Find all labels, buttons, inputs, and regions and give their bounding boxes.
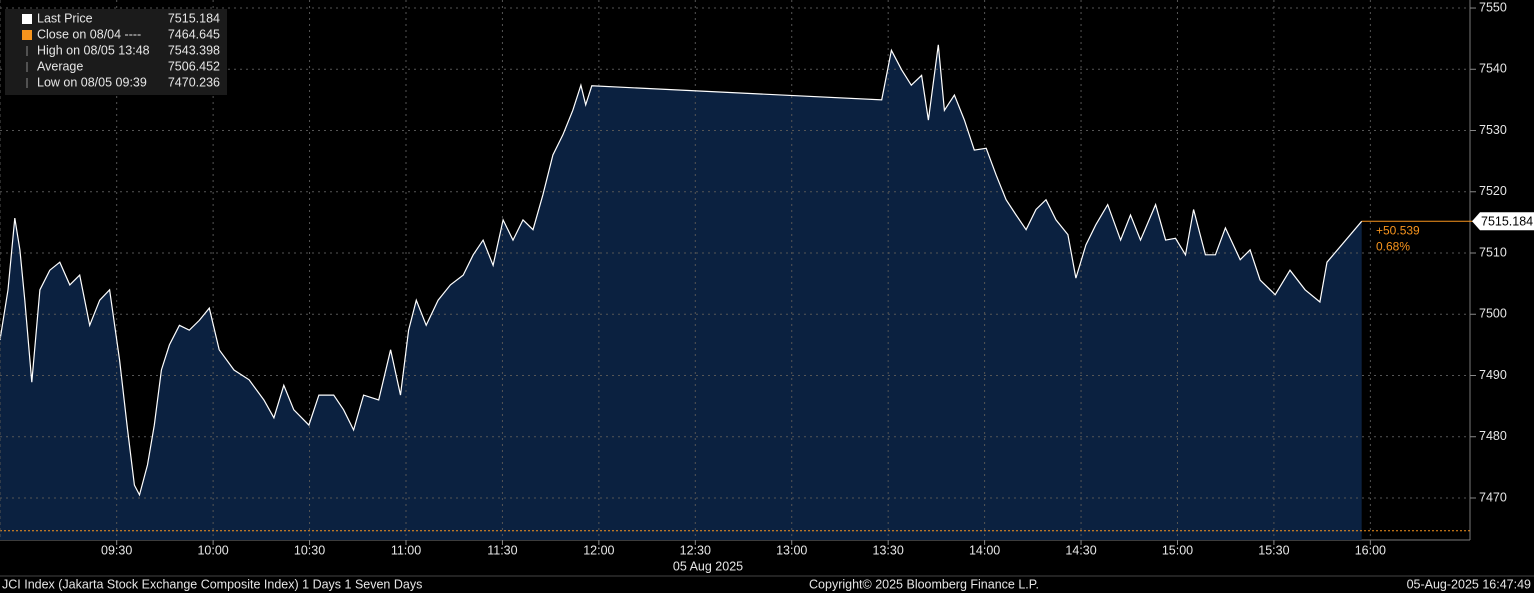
legend-label: Close on 08/04 ----: [37, 27, 141, 41]
x-tick-label: 14:30: [1065, 543, 1096, 557]
legend-swatch: [22, 30, 32, 40]
x-tick-label: 15:30: [1258, 543, 1289, 557]
last-price-box: [1472, 212, 1534, 231]
legend-value: 7515.184: [168, 11, 220, 25]
y-tick-label: 7500: [1479, 307, 1507, 321]
last-price-label: 7515.184: [1481, 215, 1533, 229]
legend-value: 7506.452: [168, 59, 220, 73]
x-tick-label: 12:00: [583, 543, 614, 557]
x-tick-label: 16:00: [1355, 543, 1386, 557]
legend-box: [5, 9, 227, 95]
y-tick-label: 7530: [1479, 123, 1507, 137]
x-tick-label: 14:00: [969, 543, 1000, 557]
x-tick-label: 13:30: [873, 543, 904, 557]
x-axis-label: 05 Aug 2025: [673, 559, 743, 573]
x-tick-label: 11:00: [391, 543, 421, 557]
y-tick-label: 7520: [1479, 184, 1507, 198]
footer-center: Copyright© 2025 Bloomberg Finance L.P.: [809, 577, 1039, 591]
legend-swatch: [22, 14, 32, 24]
x-tick-label: 10:30: [294, 543, 325, 557]
legend-label: High on 08/05 13:48: [37, 43, 150, 57]
y-tick-label: 7480: [1479, 429, 1507, 443]
footer-left: JCI Index (Jakarta Stock Exchange Compos…: [2, 577, 422, 591]
x-tick-label: 13:00: [776, 543, 807, 557]
price-line: [0, 44, 1363, 497]
footer-right: 05-Aug-2025 16:47:49: [1407, 577, 1531, 591]
y-tick-label: 7510: [1479, 245, 1507, 259]
change-pct-label: 0.68%: [1376, 239, 1410, 253]
y-tick-label: 7470: [1479, 490, 1507, 504]
legend-value: 7543.398: [168, 43, 220, 57]
change-label: +50.539: [1376, 223, 1420, 237]
x-tick-label: 15:00: [1162, 543, 1193, 557]
x-tick-label: 11:30: [487, 543, 517, 557]
legend-label: Last Price: [37, 11, 93, 25]
x-tick-label: 10:00: [197, 543, 228, 557]
legend-label: Low on 08/05 09:39: [37, 75, 147, 89]
x-tick-label: 09:30: [101, 543, 132, 557]
y-tick-label: 7550: [1479, 0, 1507, 14]
legend-label: Average: [37, 59, 83, 73]
y-tick-label: 7540: [1479, 62, 1507, 76]
x-tick-label: 12:30: [680, 543, 711, 557]
legend-value: 7470.236: [168, 75, 220, 89]
area-fill: [0, 44, 1362, 541]
y-tick-label: 7490: [1479, 368, 1507, 382]
legend-value: 7464.645: [168, 27, 220, 41]
